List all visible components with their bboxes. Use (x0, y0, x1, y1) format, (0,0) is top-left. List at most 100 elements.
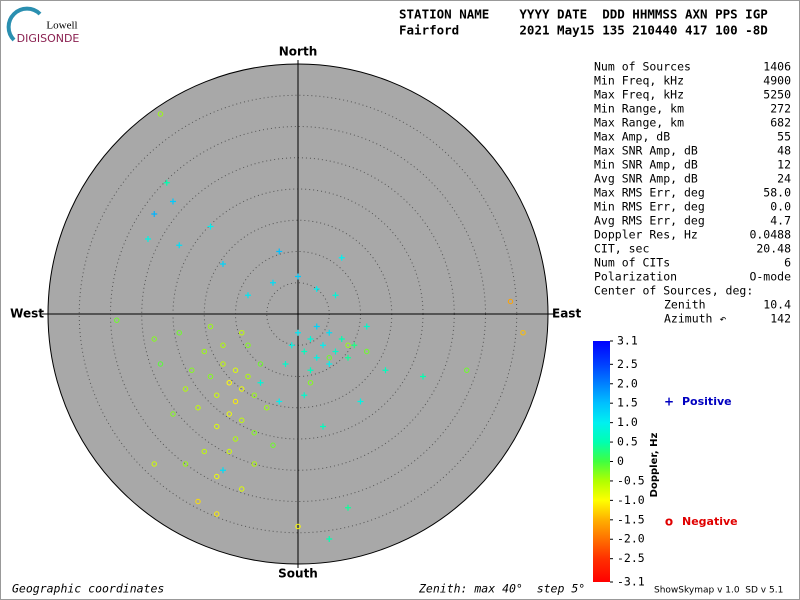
stat-value: 48 (777, 144, 791, 158)
source-negative (520, 330, 526, 336)
stat-label: Min Freq, kHz (594, 74, 684, 88)
header-line: Fairford 2021 May15 135 210440 417 100 -… (399, 23, 768, 38)
stat-label: Max SNR Amp, dB (594, 144, 698, 158)
legend-label: Negative (682, 515, 738, 528)
source-positive (295, 329, 301, 336)
source-positive (270, 279, 276, 286)
source-positive (276, 398, 283, 405)
source-negative (345, 342, 351, 348)
source-negative (151, 461, 157, 467)
source-positive (145, 236, 151, 242)
source-positive (176, 242, 183, 249)
source-positive (351, 342, 358, 349)
source-negative (226, 411, 232, 417)
source-negative (170, 411, 176, 417)
source-positive (207, 223, 214, 230)
source-negative (326, 355, 332, 361)
colorbar-tick-label: -3.1 (617, 575, 645, 589)
source-negative (214, 473, 220, 480)
stat-value: 55 (777, 130, 791, 144)
source-negative (195, 498, 201, 505)
source-positive (313, 354, 320, 361)
colorbar (593, 341, 610, 582)
source-negative (226, 380, 232, 386)
source-positive (257, 379, 264, 386)
colorbar-tick-label: -2.0 (617, 532, 645, 546)
source-negative (214, 392, 220, 398)
source-positive (357, 398, 364, 405)
center-heading: Center of Sources, deg: (594, 284, 753, 298)
source-negative (251, 461, 257, 467)
source-positive (420, 373, 426, 380)
source-positive (338, 336, 345, 342)
colorbar-tick-label: -2.5 (617, 551, 645, 565)
source-positive (320, 423, 326, 430)
source-negative (201, 348, 207, 355)
colorbar-tick-label: 2.0 (617, 376, 638, 390)
stat-label: Max Freq, kHz (594, 88, 684, 102)
colorbar-tick-label: 0.5 (617, 435, 638, 449)
source-positive (326, 361, 333, 367)
header-line: STATION NAME YYYY DATE DDD HHMMSS AXN PP… (399, 7, 768, 22)
source-negative (295, 523, 301, 530)
source-positive (301, 348, 308, 355)
colorbar-tick-label: 0 (617, 454, 624, 468)
stat-value: 6 (784, 256, 791, 270)
source-negative (214, 423, 220, 430)
source-negative (157, 361, 164, 367)
source-positive (220, 467, 226, 474)
stat-label: Min RMS Err, deg (594, 200, 705, 214)
source-negative (182, 386, 189, 392)
source-positive (282, 361, 289, 367)
stat-value: 272 (770, 102, 791, 116)
source-negative (239, 486, 245, 492)
source-positive (320, 342, 326, 349)
colorbar-tick-label: 1.5 (617, 396, 638, 410)
source-negative (257, 361, 264, 367)
source-negative (251, 392, 257, 398)
stat-value: 682 (770, 116, 791, 130)
stat-label: Avg SNR Amp, dB (594, 172, 698, 186)
source-positive (338, 254, 345, 261)
source-negative (245, 342, 251, 348)
colorbar-label: Doppler, Hz (649, 433, 660, 498)
source-negative (151, 336, 157, 342)
stat-value: 5250 (763, 88, 791, 102)
source-positive (345, 354, 351, 361)
stat-label: Min SNR Amp, dB (594, 158, 698, 172)
source-positive (326, 536, 333, 542)
footer-left: Geographic coordinates (12, 582, 164, 596)
source-negative (270, 442, 276, 448)
source-positive (363, 323, 370, 330)
source-negative (232, 436, 239, 442)
source-negative (507, 298, 514, 305)
source-negative (226, 448, 232, 455)
source-negative (239, 386, 245, 392)
source-positive (288, 342, 295, 349)
source-negative (239, 330, 245, 336)
source-positive (295, 273, 301, 280)
logo-bottom: DIGISONDE (17, 32, 80, 45)
source-negative (464, 367, 470, 373)
source-negative (239, 417, 245, 423)
legend-marker: o (665, 515, 673, 529)
legend-label: Positive (682, 395, 732, 408)
stat-value: 1406 (763, 60, 791, 74)
footer-right: ShowSkymap v 1.0 SD v 5.1 (654, 586, 783, 596)
source-negative (364, 348, 370, 355)
stat-value: 4900 (763, 74, 791, 88)
source-positive (163, 179, 170, 186)
source-negative (207, 373, 214, 380)
source-negative (214, 511, 220, 517)
source-positive (313, 286, 320, 292)
center-label: Azimuth ↶ (664, 312, 726, 326)
source-positive (301, 392, 308, 399)
source-positive (332, 292, 339, 299)
source-negative (251, 430, 257, 436)
stat-value: 20.48 (756, 242, 791, 256)
source-negative (195, 405, 201, 411)
center-label: Zenith (664, 298, 706, 312)
source-negative (157, 111, 164, 117)
source-negative (220, 361, 226, 367)
direction-label: North (279, 45, 317, 59)
